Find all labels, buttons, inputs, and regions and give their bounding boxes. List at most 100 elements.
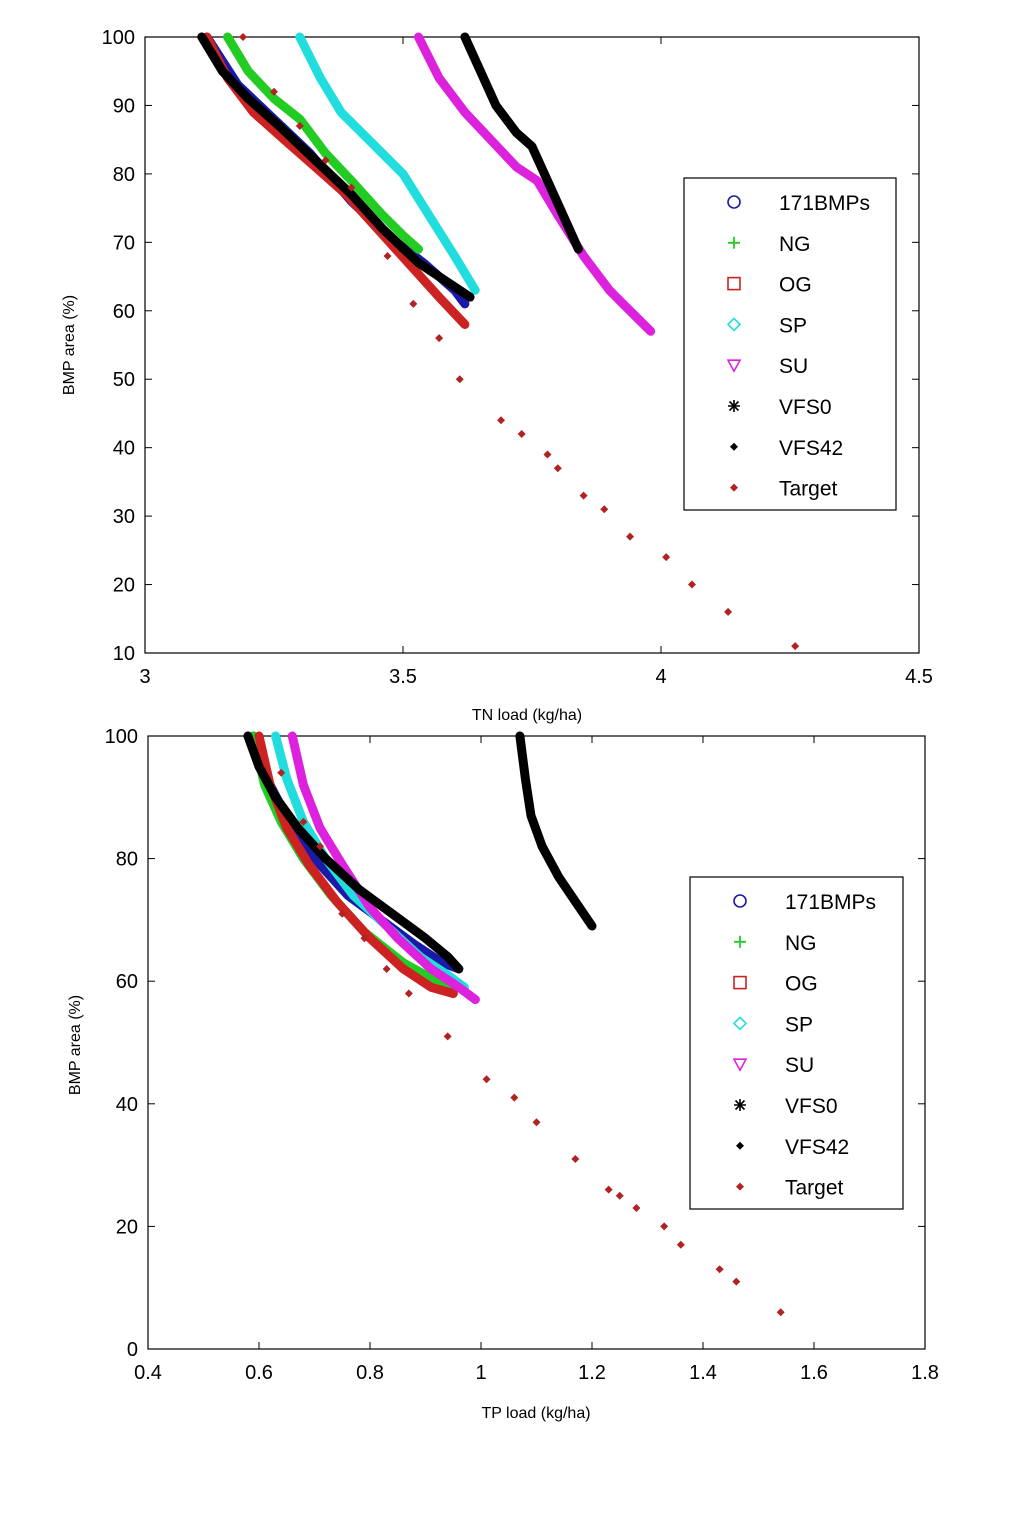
x-tick-label: 0.4: [134, 1362, 162, 1384]
legend-box: [689, 876, 904, 1210]
legend-label: VFS0: [779, 396, 832, 419]
target-point: [382, 964, 391, 973]
target-point: [270, 87, 278, 96]
target-point: [626, 532, 635, 541]
target-point: [360, 934, 369, 943]
y-tick-label: 0: [127, 1339, 138, 1361]
target-point: [299, 817, 308, 826]
y-tick-label: 90: [113, 95, 135, 117]
legend-marker-vfs42: [730, 442, 738, 451]
target-point: [404, 989, 413, 998]
legend-marker-171bmps: [733, 894, 747, 908]
legend-marker-og: [733, 975, 747, 990]
target-point: [571, 1154, 580, 1163]
target-point: [615, 1191, 624, 1200]
legend-marker-target: [736, 1182, 744, 1191]
target-point: [776, 1308, 785, 1317]
target-point: [791, 642, 800, 651]
target-point: [321, 156, 330, 165]
target-point: [316, 842, 325, 851]
series-line-vfs0: [460, 32, 583, 254]
target-point: [443, 1032, 452, 1041]
target-point: [553, 464, 562, 473]
target-point: [676, 1240, 685, 1249]
y-tick-label: 40: [116, 1094, 138, 1116]
legend-label: NG: [779, 233, 811, 256]
axis-ticks: 0.4 0.6 0.8 1 1.2 1.4 1.6 1.8 0 20 40 60 80 100: [105, 726, 939, 1384]
legend-marker-og: [727, 276, 741, 291]
target-point: [347, 183, 356, 192]
target-layer: [277, 768, 785, 1317]
legend: 171BMPs NG OG SP SU VFS0 VFS42 Target: [689, 876, 904, 1210]
series-line-su: [287, 731, 480, 1005]
series-line-su: [414, 32, 656, 336]
legend-label: SU: [779, 355, 808, 378]
y-tick-label: 100: [102, 27, 135, 49]
target-point: [295, 121, 304, 130]
y-tick-label: 10: [113, 643, 135, 665]
target-point: [409, 299, 418, 308]
x-tick-label: 1: [475, 1362, 486, 1384]
y-tick-label: 20: [113, 575, 135, 597]
target-point: [732, 1277, 741, 1286]
legend: 171BMPs NG OG SP SU VFS0 VFS42 Target: [683, 177, 897, 511]
series-line-vfs42: [197, 32, 475, 302]
legend-marker-ng: [734, 935, 746, 948]
x-tick-label: 4.5: [905, 666, 933, 688]
target-point: [497, 416, 506, 425]
y-axis-label: BMP area (%): [61, 295, 78, 395]
target-point: [543, 450, 552, 459]
y-axis-label: BMP area (%): [67, 995, 84, 1095]
target-point: [517, 429, 526, 438]
target-point: [338, 909, 347, 918]
target-point: [660, 1222, 669, 1231]
legend-label: Target: [779, 478, 838, 501]
y-tick-label: 40: [113, 438, 135, 460]
target-point: [455, 375, 464, 384]
legend-marker-su: [732, 1058, 748, 1072]
target-point: [383, 252, 392, 261]
x-tick-label: 1.2: [578, 1362, 606, 1384]
y-tick-label: 100: [105, 726, 138, 748]
legend-marker-ng: [728, 236, 740, 249]
legend-label: 171BMPs: [779, 192, 870, 215]
x-axis-label: TP load (kg/ha): [481, 1405, 590, 1422]
legend-marker-target: [730, 483, 738, 492]
legend-label: VFS42: [779, 437, 843, 460]
target-point: [579, 491, 588, 500]
legend-marker-sp: [726, 317, 742, 332]
series-layer: [243, 731, 597, 1005]
tn-load-chart: 3 3.5 4 4.5 10 20 30 40 50 60 70 80 90 100 TN load (k…: [61, 27, 933, 724]
target-point: [715, 1265, 724, 1274]
legend-marker-su: [726, 359, 742, 373]
y-tick-label: 50: [113, 369, 135, 391]
legend-label: NG: [785, 932, 817, 955]
target-point: [435, 334, 444, 343]
x-tick-label: 3: [139, 666, 150, 688]
y-tick-label: 60: [116, 971, 138, 993]
y-tick-label: 30: [113, 506, 135, 528]
y-tick-label: 20: [116, 1216, 138, 1238]
target-point: [510, 1093, 519, 1102]
axis-ticks: 3 3.5 4 4.5 10 20 30 40 50 60 70 80 90 100: [102, 27, 933, 688]
series-line-vfs0: [515, 731, 597, 931]
series-layer: [197, 32, 656, 336]
legend-label: VFS42: [785, 1136, 849, 1159]
y-tick-label: 60: [113, 301, 135, 323]
x-tick-label: 4: [655, 666, 666, 688]
legend-label: SP: [785, 1013, 813, 1036]
target-point: [632, 1204, 641, 1213]
target-point: [277, 768, 286, 777]
legend-label: Target: [785, 1177, 844, 1200]
legend-box: [683, 177, 897, 511]
legend-label: OG: [779, 274, 812, 297]
legend-marker-171bmps: [727, 195, 741, 209]
target-point: [239, 33, 248, 41]
legend-marker-sp: [732, 1016, 748, 1031]
x-tick-label: 0.6: [245, 1362, 273, 1384]
x-tick-label: 0.8: [356, 1362, 384, 1384]
series-line-ng: [223, 32, 423, 254]
target-layer: [239, 33, 800, 651]
legend-label: SU: [785, 1054, 814, 1077]
